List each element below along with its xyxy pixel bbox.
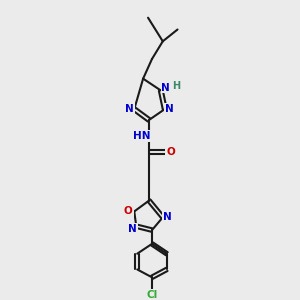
Text: N: N — [128, 224, 137, 234]
Text: Cl: Cl — [146, 290, 158, 300]
Text: N: N — [163, 212, 172, 222]
Text: HN: HN — [134, 131, 151, 141]
Text: H: H — [172, 80, 181, 91]
Text: N: N — [165, 104, 174, 114]
Text: N: N — [125, 104, 134, 114]
Text: O: O — [124, 206, 133, 216]
Text: N: N — [161, 82, 170, 92]
Text: O: O — [166, 147, 175, 158]
